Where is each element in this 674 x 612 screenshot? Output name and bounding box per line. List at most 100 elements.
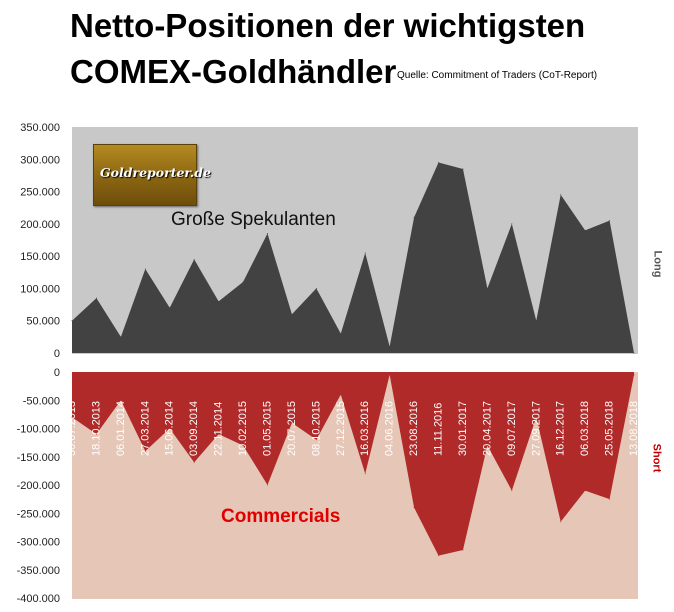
x-tick-label: 23.08.2016: [408, 401, 420, 456]
x-tick-label: 16.03.2016: [359, 401, 371, 456]
y-tick-label-short: -200.000: [17, 480, 60, 492]
y-tick-label-short: -100.000: [17, 424, 60, 436]
y-tick-label-long: 300.000: [20, 154, 60, 166]
short-point: [364, 473, 366, 475]
long-point: [535, 320, 537, 322]
y-tick-label-long: 200.000: [20, 219, 60, 231]
long-point: [389, 346, 391, 348]
long-point: [71, 320, 73, 322]
long-point: [462, 168, 464, 170]
long-point: [609, 220, 611, 222]
short-point: [609, 498, 611, 500]
short-point: [193, 461, 195, 463]
long-series-area: [72, 162, 634, 353]
short-point: [633, 374, 635, 376]
short-point: [315, 439, 317, 441]
long-point: [218, 300, 220, 302]
y-tick-label-short: 0: [54, 367, 60, 379]
short-point: [486, 444, 488, 446]
long-point: [413, 216, 415, 218]
y-tick-label-long: 350.000: [20, 122, 60, 134]
y-tick-label-short: -300.000: [17, 537, 60, 549]
short-point: [389, 374, 391, 376]
short-point: [291, 422, 293, 424]
long-point: [144, 268, 146, 270]
goldreporter-logo: Goldreporter.de: [93, 144, 211, 206]
series-markers: [71, 162, 635, 557]
long-point: [340, 333, 342, 335]
x-tick-label: 06.01.2014: [115, 401, 127, 456]
x-tick-label: 27.12.2015: [335, 401, 347, 456]
x-tick-label: 10.02.2015: [237, 401, 249, 456]
y-tick-label-long: 50.000: [26, 316, 60, 328]
short-point: [120, 399, 122, 401]
x-tick-label: 08.10.2015: [310, 401, 322, 456]
source-note: Quelle: Commitment of Traders (CoT-Repor…: [397, 70, 598, 81]
y-axis-short: 0 -50.000 -100.000 -150.000 -200.000 -250.000…: [17, 367, 60, 605]
long-point: [193, 258, 195, 260]
speculators-label: Große Spekulanten: [171, 209, 336, 230]
long-point: [266, 233, 268, 235]
x-tick-label: 27.09.2017: [530, 401, 542, 456]
y-tick-label-long: 250.000: [20, 187, 60, 199]
y-tick-label-long: 0: [54, 348, 60, 360]
x-tick-label: 01.05.2015: [261, 401, 273, 456]
x-tick-label: 27.03.2014: [139, 401, 151, 456]
x-tick-label: 30.01.2017: [457, 401, 469, 456]
short-point: [266, 484, 268, 486]
short-point: [218, 433, 220, 435]
long-side-label: Long: [651, 250, 664, 278]
x-tick-label: 11.11.2016: [433, 403, 445, 456]
y-axis-long: 0 50.000 100.000 150.000 200.000 250.000 300.0…: [20, 122, 60, 360]
long-point: [291, 313, 293, 315]
short-point: [438, 555, 440, 557]
commercials-label: Commercials: [221, 506, 341, 527]
x-tick-label: 20.07.2015: [286, 401, 298, 456]
x-tick-label: 22.11.2014: [213, 402, 225, 456]
long-point: [486, 287, 488, 289]
y-tick-label-short: -250.000: [17, 508, 60, 520]
short-point: [462, 549, 464, 551]
x-tick-label: 16.12.2017: [555, 401, 567, 456]
short-point: [144, 450, 146, 452]
long-point: [584, 229, 586, 231]
x-tick-label: 30.07.2013: [66, 401, 78, 456]
chart-title-line2: COMEX-Goldhändler: [70, 53, 397, 90]
short-side-label: Short: [650, 443, 663, 473]
long-point: [169, 307, 171, 309]
long-point: [560, 194, 562, 196]
y-tick-label-long: 150.000: [20, 251, 60, 263]
short-point: [340, 394, 342, 396]
short-point: [71, 416, 73, 418]
long-point: [315, 287, 317, 289]
y-tick-label-short: -350.000: [17, 565, 60, 577]
x-tick-label: 09.07.2017: [506, 401, 518, 456]
y-tick-label-short: -400.000: [17, 593, 60, 605]
x-axis: 30.07.2013 18.10.2013 06.01.2014 27.03.2014…: [66, 401, 640, 456]
y-tick-label-long: 100.000: [20, 283, 60, 295]
short-point: [169, 428, 171, 429]
x-tick-label: 20.04.2017: [481, 401, 493, 456]
long-point: [633, 352, 635, 354]
short-point: [535, 416, 537, 418]
long-point: [511, 223, 513, 225]
y-tick-label-short: -150.000: [17, 452, 60, 464]
x-tick-label: 18.10.2013: [90, 401, 102, 456]
short-point: [95, 433, 97, 435]
long-point: [120, 336, 122, 338]
long-point: [95, 297, 97, 299]
short-point: [560, 521, 562, 523]
x-tick-label: 06.03.2018: [579, 401, 591, 456]
short-point: [511, 490, 513, 492]
chart-title-line1: Netto-Positionen der wichtigsten: [70, 7, 586, 44]
x-tick-label: 03.09.2014: [188, 401, 200, 456]
short-point: [242, 444, 244, 446]
short-point: [413, 507, 415, 509]
long-point: [364, 252, 366, 254]
x-tick-label: 25.05.2018: [604, 401, 616, 456]
short-series-area: [72, 372, 634, 556]
x-tick-label: 13.08.2018: [628, 401, 640, 456]
x-tick-label: 04.06.2016: [384, 401, 396, 456]
short-point: [584, 490, 586, 492]
